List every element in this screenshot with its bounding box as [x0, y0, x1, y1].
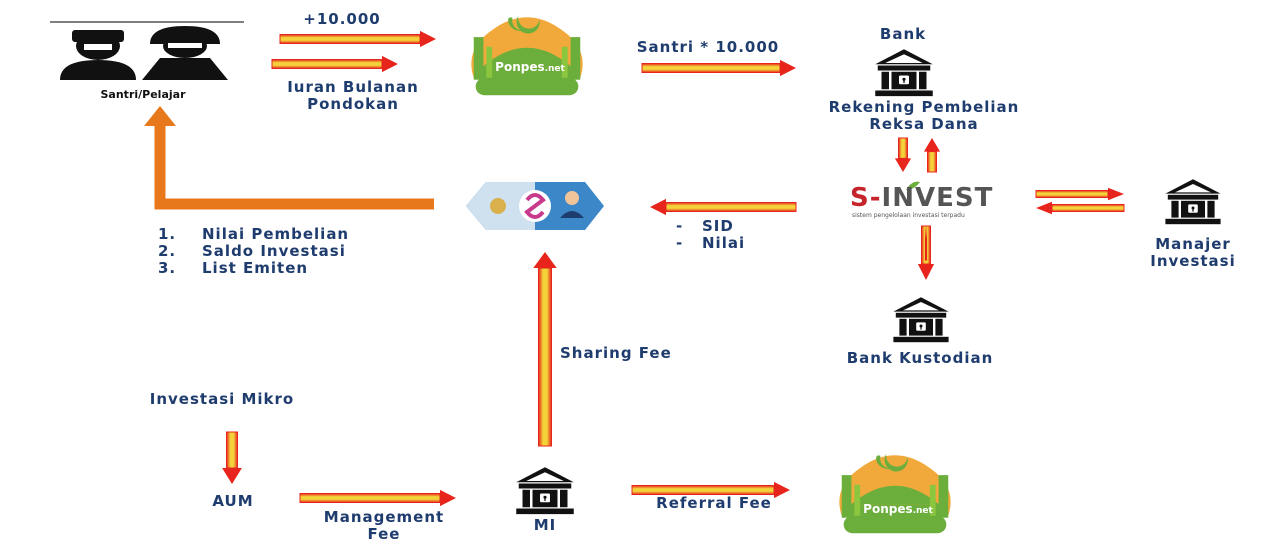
arrow-manajer-to-sinvest: [1036, 201, 1125, 215]
manajer-investasi-bank-icon: [1165, 179, 1221, 225]
arrow-iuran-to-ponpes: [271, 55, 398, 73]
bank-icon: [875, 49, 933, 97]
referral-fee-label: Referral Fee: [656, 494, 772, 512]
arrow-topamount-to-ponpes: [279, 30, 436, 48]
sinvest-leaf-icon: [906, 181, 920, 190]
mi-bank-icon: [516, 467, 574, 515]
iuran-line2: Pondokan: [307, 95, 399, 113]
management-fee-line2: Fee: [367, 525, 401, 543]
bank-kustodian-icon: [893, 297, 949, 343]
sid-list: - SID - Nilai: [676, 218, 745, 252]
arrow-ponpes-to-bank: [641, 59, 796, 77]
top-amount-label: +10.000: [303, 10, 381, 28]
arrow-sinvest-to-app: [650, 198, 797, 216]
bank-kustodian-label: Bank Kustodian: [846, 349, 994, 367]
app-hexagon-icon: [466, 182, 604, 230]
report-item: 2. Saldo Investasi: [158, 242, 346, 260]
arrow-sinvest-to-manajer: [1035, 187, 1124, 201]
manajer-line1: Manajer: [1155, 235, 1231, 253]
arrow-bank-down: [894, 137, 912, 172]
arrow-mi-to-app: [533, 252, 557, 447]
bank-caption-line1: Rekening Pembelian: [828, 98, 1020, 116]
arrow-kustodian-to-sinvest: [925, 224, 927, 261]
ponpes-logo-top: [471, 15, 583, 96]
arrow-mi-to-ponpes: [631, 481, 790, 499]
management-fee-line1: Management: [323, 508, 445, 526]
report-list: 1. Nilai Pembelian 2. Saldo Investasi 3. Li…: [158, 226, 349, 277]
feedback-arrow: [144, 106, 434, 210]
arrow-sinvest-up: [923, 138, 941, 173]
bank-caption-line2: Reksa Dana: [869, 115, 979, 133]
report-item: 3. List Emiten: [158, 259, 309, 277]
sid-item: - SID: [676, 217, 734, 235]
mi-label: MI: [533, 516, 557, 534]
sharing-fee-label: Sharing Fee: [560, 344, 672, 362]
bank-title: Bank: [879, 25, 927, 43]
ponpes-logo-bottom: [839, 453, 951, 534]
ponpes-logo-top-text: Ponpes.net: [495, 60, 565, 74]
arrow-aum-to-mi: [299, 489, 456, 507]
santri-icon: [50, 21, 244, 80]
sinvest-tagline: sistem pengelolaan investasi terpadu: [852, 212, 965, 219]
investasi-mikro-label: Investasi Mikro: [149, 390, 295, 408]
arrow-investasi-to-aum: [222, 431, 242, 484]
report-item: 1. Nilai Pembelian: [158, 225, 350, 243]
sinvest-logo: S-INVEST: [850, 183, 994, 213]
santri-label: Santri/Pelajar: [100, 88, 186, 101]
sid-item: - Nilai: [676, 234, 746, 252]
santri-amount-label: Santri * 10.000: [636, 38, 780, 56]
ponpes-logo-bottom-text: Ponpes.net: [863, 502, 933, 516]
iuran-line1: Iuran Bulanan: [287, 78, 419, 96]
manajer-line2: Investasi: [1150, 252, 1236, 270]
aum-label: AUM: [212, 492, 254, 510]
